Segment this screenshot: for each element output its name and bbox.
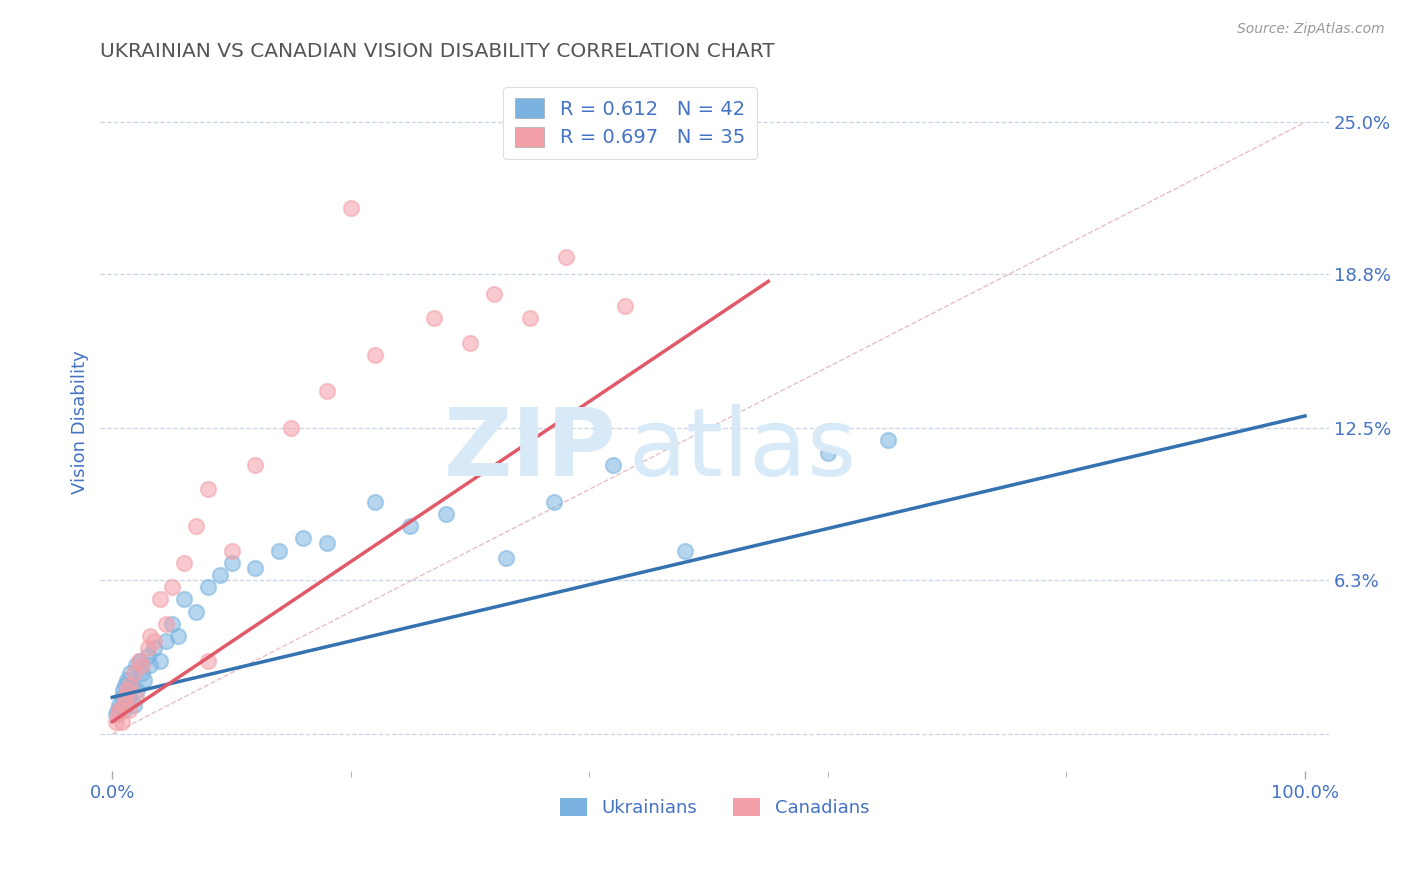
Point bbox=[519, 311, 541, 326]
Point bbox=[112, 702, 135, 716]
Point bbox=[125, 658, 148, 673]
Point bbox=[363, 494, 385, 508]
Point bbox=[104, 714, 127, 729]
Text: ZIP: ZIP bbox=[443, 404, 616, 496]
Point bbox=[221, 556, 243, 570]
Point bbox=[108, 702, 131, 716]
Y-axis label: Vision Disability: Vision Disability bbox=[72, 351, 89, 494]
Point bbox=[118, 690, 141, 705]
Point bbox=[208, 568, 231, 582]
Point bbox=[122, 665, 145, 680]
Point bbox=[115, 682, 138, 697]
Point bbox=[143, 634, 166, 648]
Point bbox=[197, 654, 219, 668]
Point bbox=[114, 690, 136, 705]
Point bbox=[127, 682, 149, 697]
Point bbox=[160, 616, 183, 631]
Point bbox=[876, 434, 898, 448]
Point bbox=[458, 335, 481, 350]
Point bbox=[111, 690, 134, 705]
Point bbox=[292, 531, 315, 545]
Point bbox=[434, 507, 457, 521]
Point bbox=[602, 458, 624, 472]
Point bbox=[184, 519, 207, 533]
Point bbox=[112, 698, 135, 712]
Point bbox=[173, 592, 195, 607]
Point bbox=[111, 682, 134, 697]
Point bbox=[120, 665, 142, 680]
Text: UKRAINIAN VS CANADIAN VISION DISABILITY CORRELATION CHART: UKRAINIAN VS CANADIAN VISION DISABILITY … bbox=[100, 42, 775, 61]
Point bbox=[139, 658, 162, 673]
Point bbox=[423, 311, 446, 326]
Point bbox=[614, 299, 637, 313]
Point bbox=[128, 654, 150, 668]
Point bbox=[149, 654, 172, 668]
Point bbox=[316, 384, 339, 399]
Point bbox=[543, 494, 565, 508]
Point bbox=[160, 580, 183, 594]
Point bbox=[120, 678, 142, 692]
Point bbox=[120, 678, 142, 692]
Point bbox=[245, 458, 267, 472]
Point bbox=[107, 707, 129, 722]
Point bbox=[136, 641, 159, 656]
Point bbox=[108, 698, 131, 712]
Point bbox=[245, 560, 267, 574]
Point bbox=[131, 665, 153, 680]
Point bbox=[125, 690, 148, 705]
Point bbox=[118, 702, 141, 716]
Point bbox=[363, 348, 385, 362]
Point bbox=[184, 605, 207, 619]
Point bbox=[155, 616, 177, 631]
Point bbox=[340, 201, 363, 215]
Legend: Ukrainians, Canadians: Ukrainians, Canadians bbox=[553, 790, 876, 824]
Text: Source: ZipAtlas.com: Source: ZipAtlas.com bbox=[1237, 22, 1385, 37]
Point bbox=[111, 714, 134, 729]
Point bbox=[115, 673, 138, 688]
Text: atlas: atlas bbox=[628, 404, 856, 496]
Point bbox=[155, 634, 177, 648]
Point bbox=[139, 629, 162, 643]
Point bbox=[280, 421, 302, 435]
Point bbox=[149, 592, 172, 607]
Point bbox=[136, 648, 159, 663]
Point bbox=[316, 536, 339, 550]
Point bbox=[495, 550, 517, 565]
Point bbox=[817, 445, 839, 459]
Point bbox=[197, 580, 219, 594]
Point bbox=[197, 483, 219, 497]
Point bbox=[122, 698, 145, 712]
Point bbox=[554, 250, 576, 264]
Point bbox=[114, 678, 136, 692]
Point bbox=[399, 519, 422, 533]
Point bbox=[107, 702, 129, 716]
Point bbox=[221, 543, 243, 558]
Point bbox=[482, 286, 505, 301]
Point bbox=[143, 641, 166, 656]
Point bbox=[131, 658, 153, 673]
Point bbox=[173, 556, 195, 570]
Point bbox=[167, 629, 190, 643]
Point bbox=[673, 543, 696, 558]
Point bbox=[128, 654, 150, 668]
Point bbox=[104, 707, 127, 722]
Point bbox=[269, 543, 291, 558]
Point bbox=[134, 673, 156, 688]
